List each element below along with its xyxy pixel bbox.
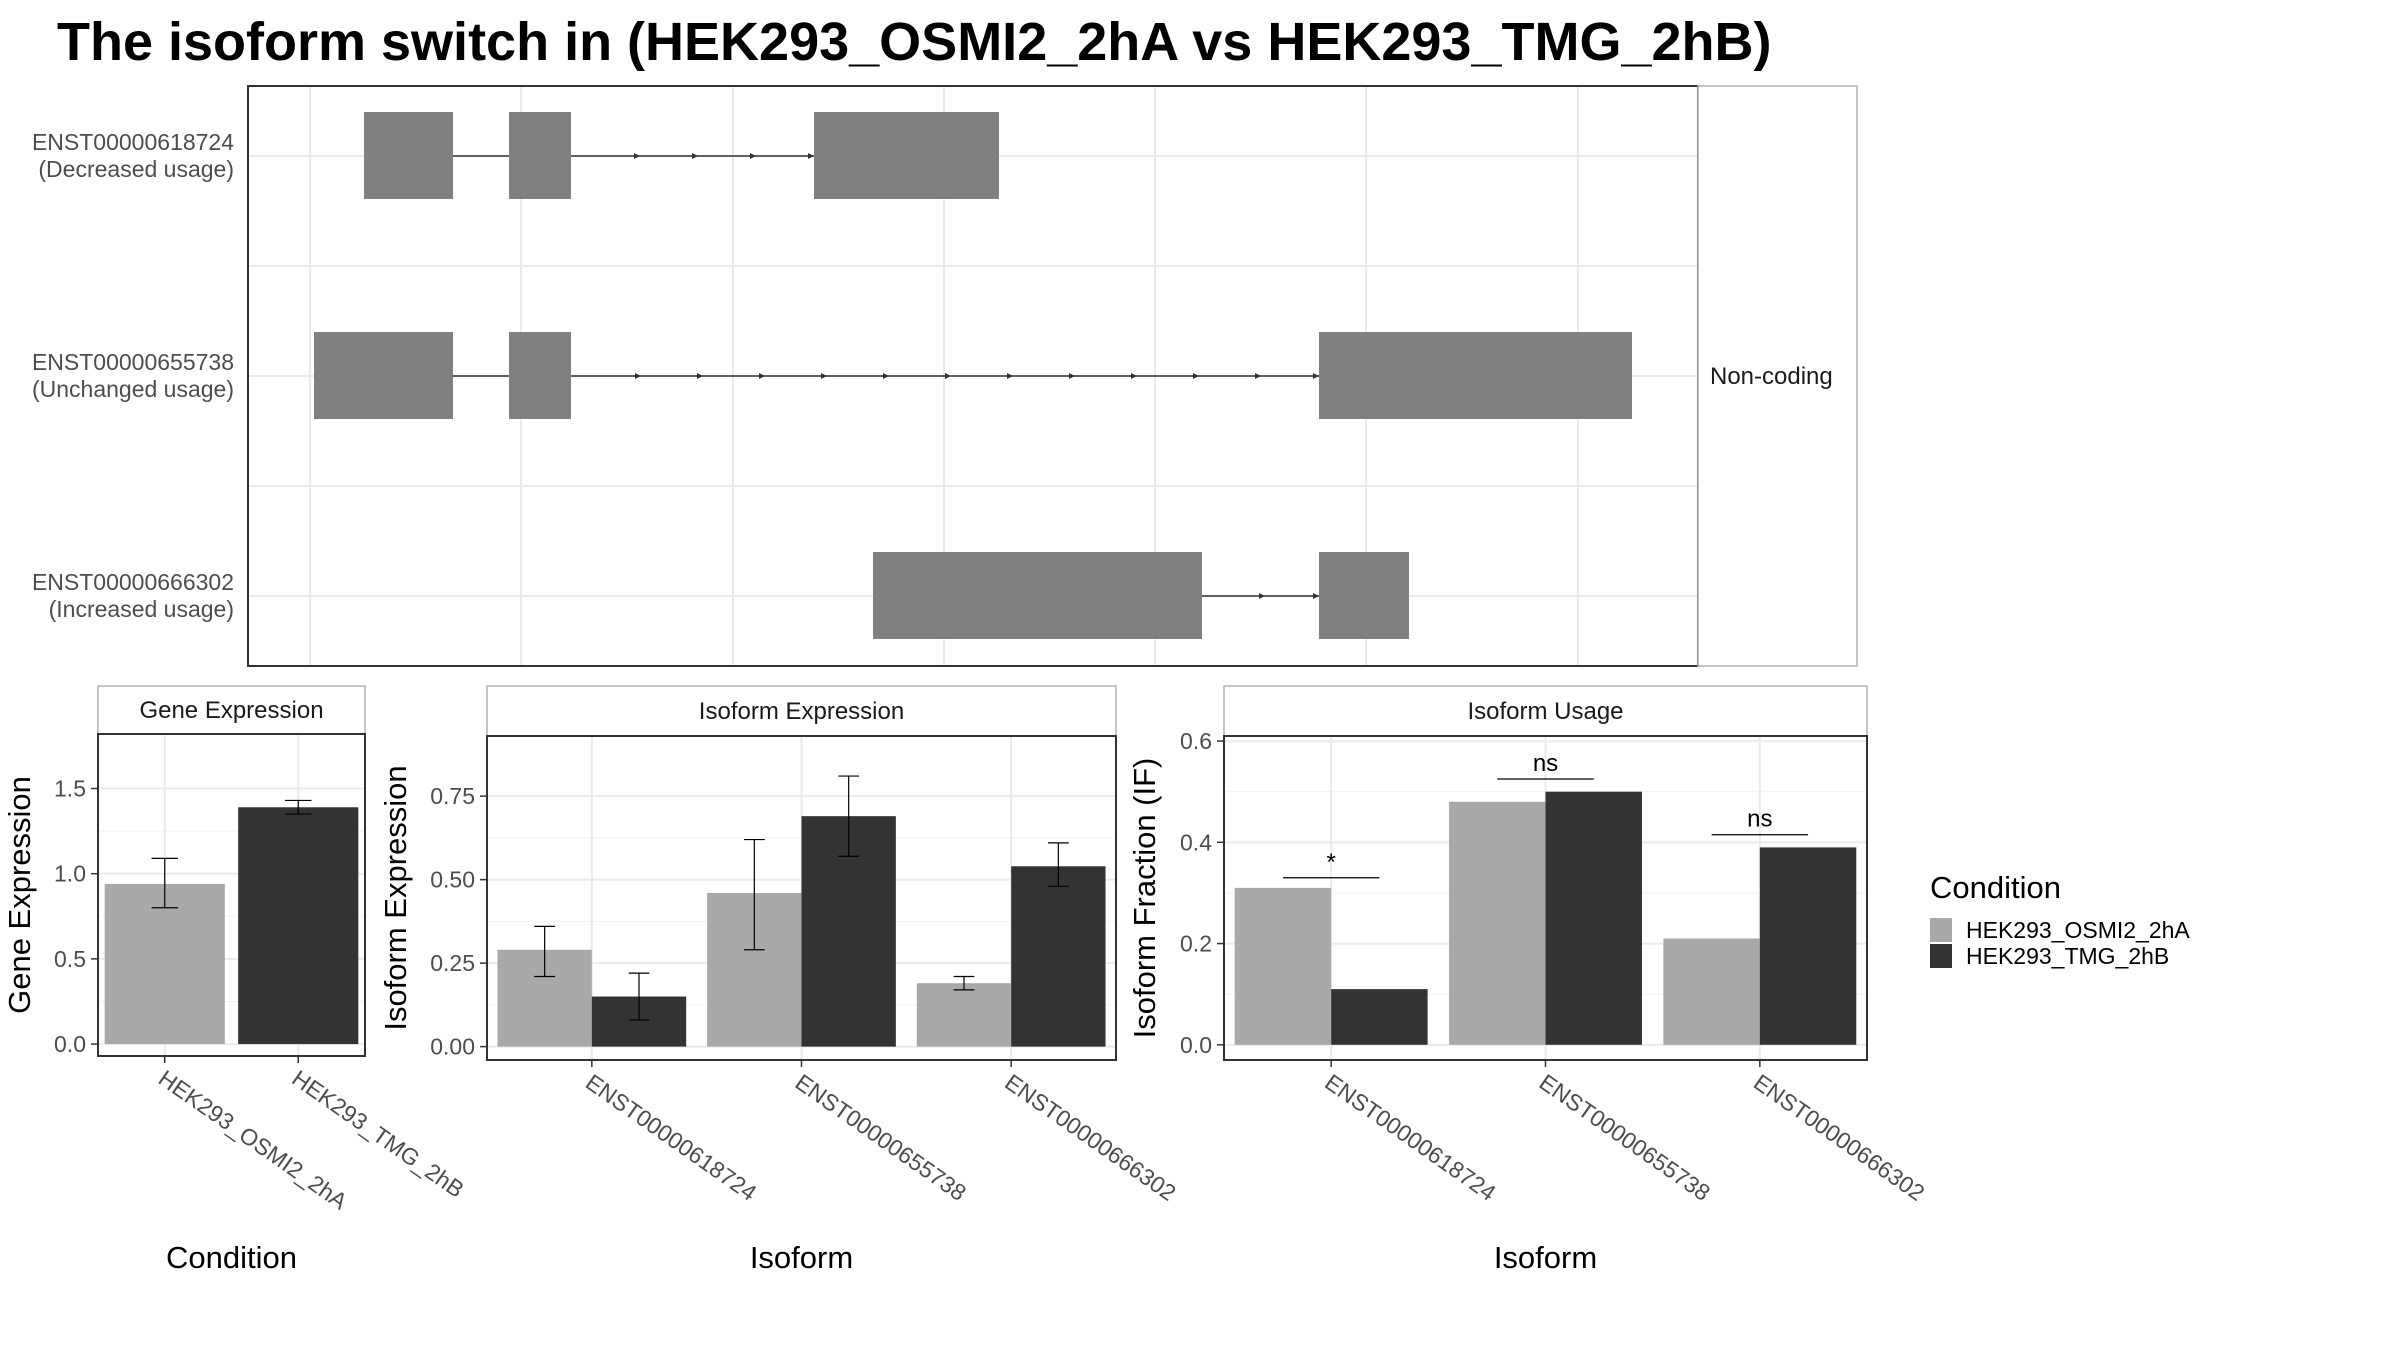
exon-block bbox=[314, 332, 453, 419]
legend-label-condition-b: HEK293_TMG_2hB bbox=[1966, 943, 2169, 969]
panel-strip-title: Isoform Usage bbox=[1467, 698, 1623, 725]
exon-block bbox=[814, 112, 999, 199]
y-axis-title: Isoform Expression bbox=[378, 765, 413, 1030]
intron-arrow bbox=[945, 373, 951, 379]
bar bbox=[1663, 938, 1760, 1045]
y-axis-title: Isoform Fraction (IF) bbox=[1127, 758, 1162, 1039]
exon-block bbox=[509, 332, 571, 419]
bar bbox=[238, 807, 359, 1045]
transcript-row-666302 bbox=[873, 552, 1409, 639]
intron-arrow bbox=[883, 373, 889, 379]
row-label-usage: (Increased usage) bbox=[49, 596, 234, 622]
y-tick-label: 0.2 bbox=[1180, 931, 1212, 957]
significance-label: * bbox=[1326, 849, 1335, 876]
transcript-row-655738 bbox=[314, 332, 1632, 419]
exon-block bbox=[873, 552, 1202, 639]
exon-block bbox=[364, 112, 453, 199]
y-tick-label: 0.25 bbox=[430, 950, 475, 976]
bar-panels: Gene Expression0.00.51.01.5HEK293_OSMI2_… bbox=[2, 685, 1929, 1275]
intron-arrow bbox=[759, 373, 765, 379]
transcript-structure-panel: Non-coding ENST00000618724 (Decreased us… bbox=[32, 85, 1858, 667]
panel-border bbox=[97, 733, 366, 1057]
row-label-id: ENST00000666302 bbox=[32, 569, 234, 595]
y-tick-label: 0.5 bbox=[54, 946, 86, 972]
chart-panel-2: Isoform Expression 0.00 0.25 0.50 0.75 ENST00… bbox=[378, 685, 1181, 1275]
y-axis-title: Gene Expression bbox=[2, 776, 37, 1014]
significance-label: ns bbox=[1747, 806, 1772, 833]
panel-strip bbox=[97, 685, 366, 735]
intron-arrow bbox=[808, 153, 814, 159]
y-tick-label: 1.5 bbox=[54, 776, 86, 802]
bar bbox=[104, 883, 225, 1045]
x-axis-title: Condition bbox=[166, 1240, 297, 1275]
row-label-usage: (Decreased usage) bbox=[38, 156, 234, 182]
legend-label-condition-a: HEK293_OSMI2_2hA bbox=[1966, 917, 2190, 943]
x-axis-title: Isoform bbox=[750, 1240, 853, 1275]
intron-arrow bbox=[634, 153, 640, 159]
legend-swatch-condition-b bbox=[1930, 944, 1952, 968]
intron-arrow bbox=[635, 373, 641, 379]
bar bbox=[916, 983, 1012, 1047]
bar bbox=[1331, 989, 1428, 1045]
intron-arrow bbox=[821, 373, 827, 379]
legend: Condition HEK293_OSMI2_2hA HEK293_TMG_2h… bbox=[1930, 870, 2190, 969]
x-tick-label: ENST00000618724 bbox=[1320, 1069, 1501, 1206]
intron-arrow bbox=[1313, 593, 1319, 599]
y-tick-label: 0.50 bbox=[430, 867, 475, 893]
chart-panel-3: Isoform Usage * ns ns 0.0 0.2 0.4 0.6 ENST000006… bbox=[1127, 685, 1929, 1275]
y-tick-label: 1.0 bbox=[54, 861, 86, 887]
intron-arrow bbox=[1193, 373, 1199, 379]
panel-strip bbox=[486, 685, 1117, 737]
legend-swatch-condition-a bbox=[1930, 918, 1952, 942]
x-axis-title: Isoform bbox=[1494, 1240, 1597, 1275]
coding-status-label: Non-coding bbox=[1710, 363, 1833, 390]
x-tick-label: ENST00000666302 bbox=[1000, 1069, 1180, 1206]
x-tick-label: ENST00000618724 bbox=[581, 1069, 762, 1206]
y-tick-label: 0.0 bbox=[1180, 1032, 1212, 1058]
panel-strip-title: Isoform Expression bbox=[699, 698, 904, 725]
figure-title: The isoform switch in (HEK293_OSMI2_2hA … bbox=[57, 12, 1771, 72]
intron-arrow bbox=[1255, 373, 1261, 379]
row-label-id: ENST00000655738 bbox=[32, 349, 234, 375]
exon-block bbox=[1319, 552, 1409, 639]
intron-arrow bbox=[1259, 593, 1265, 599]
y-tick-label: 0.6 bbox=[1180, 728, 1212, 754]
row-label-id: ENST00000618724 bbox=[32, 129, 234, 155]
significance-label: ns bbox=[1533, 750, 1558, 777]
transcript-row-labels: ENST00000618724 (Decreased usage) ENST00… bbox=[32, 129, 234, 622]
bar bbox=[1011, 866, 1106, 1047]
y-tick-label: 0.0 bbox=[54, 1031, 86, 1057]
legend-title: Condition bbox=[1930, 870, 2061, 905]
intron-arrow bbox=[1131, 373, 1137, 379]
intron-arrow bbox=[1069, 373, 1075, 379]
y-tick-label: 0.4 bbox=[1180, 829, 1212, 855]
row-label-usage: (Unchanged usage) bbox=[32, 376, 234, 402]
exon-block bbox=[1319, 332, 1632, 419]
x-tick-label: ENST00000655738 bbox=[791, 1069, 971, 1206]
bar bbox=[1545, 791, 1642, 1045]
bar bbox=[1234, 887, 1332, 1045]
transcript-row-618724 bbox=[364, 112, 999, 199]
intron-arrow bbox=[750, 153, 756, 159]
intron-arrow bbox=[697, 373, 703, 379]
intron-arrow bbox=[1313, 373, 1319, 379]
bar bbox=[1759, 847, 1857, 1045]
panel-strip bbox=[1223, 685, 1868, 737]
exon-block bbox=[509, 112, 571, 199]
y-tick-label: 0.00 bbox=[430, 1034, 475, 1060]
x-tick-label: ENST00000655738 bbox=[1535, 1069, 1715, 1206]
bar bbox=[1449, 801, 1546, 1045]
intron-arrow bbox=[1007, 373, 1013, 379]
panel-strip-title: Gene Expression bbox=[139, 697, 323, 724]
y-tick-label: 0.75 bbox=[430, 783, 475, 809]
structure-side-strip bbox=[1697, 85, 1858, 667]
intron-arrow bbox=[692, 153, 698, 159]
x-tick-label: ENST00000666302 bbox=[1749, 1069, 1929, 1206]
